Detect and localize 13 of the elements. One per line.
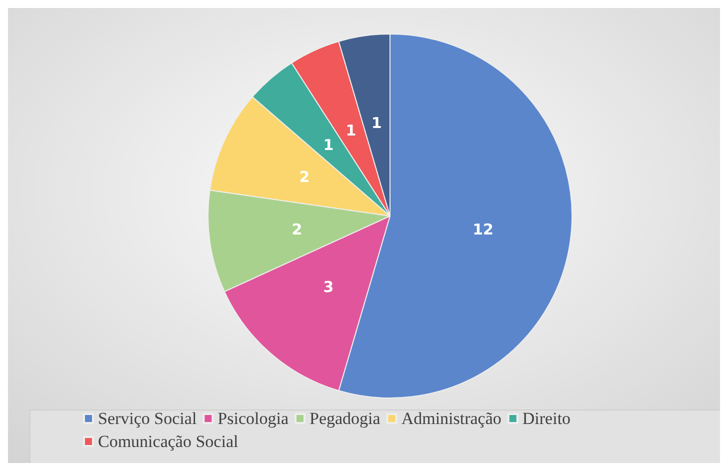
legend-label: Serviço Social xyxy=(98,409,197,428)
legend-label: Psicologia xyxy=(218,409,289,428)
data-label: 3 xyxy=(323,278,334,296)
data-label: 2 xyxy=(292,220,302,238)
legend-label: Administração xyxy=(401,409,502,428)
legend-label: Comunicação Social xyxy=(98,432,238,451)
data-label: 1 xyxy=(371,114,382,132)
data-label: 1 xyxy=(323,136,334,154)
data-label: 1 xyxy=(346,121,356,140)
legend-label: Direito xyxy=(522,409,571,428)
legend-label: Pegadogia xyxy=(310,409,381,428)
data-label: 2 xyxy=(299,168,310,186)
data-label: 12 xyxy=(472,220,494,238)
